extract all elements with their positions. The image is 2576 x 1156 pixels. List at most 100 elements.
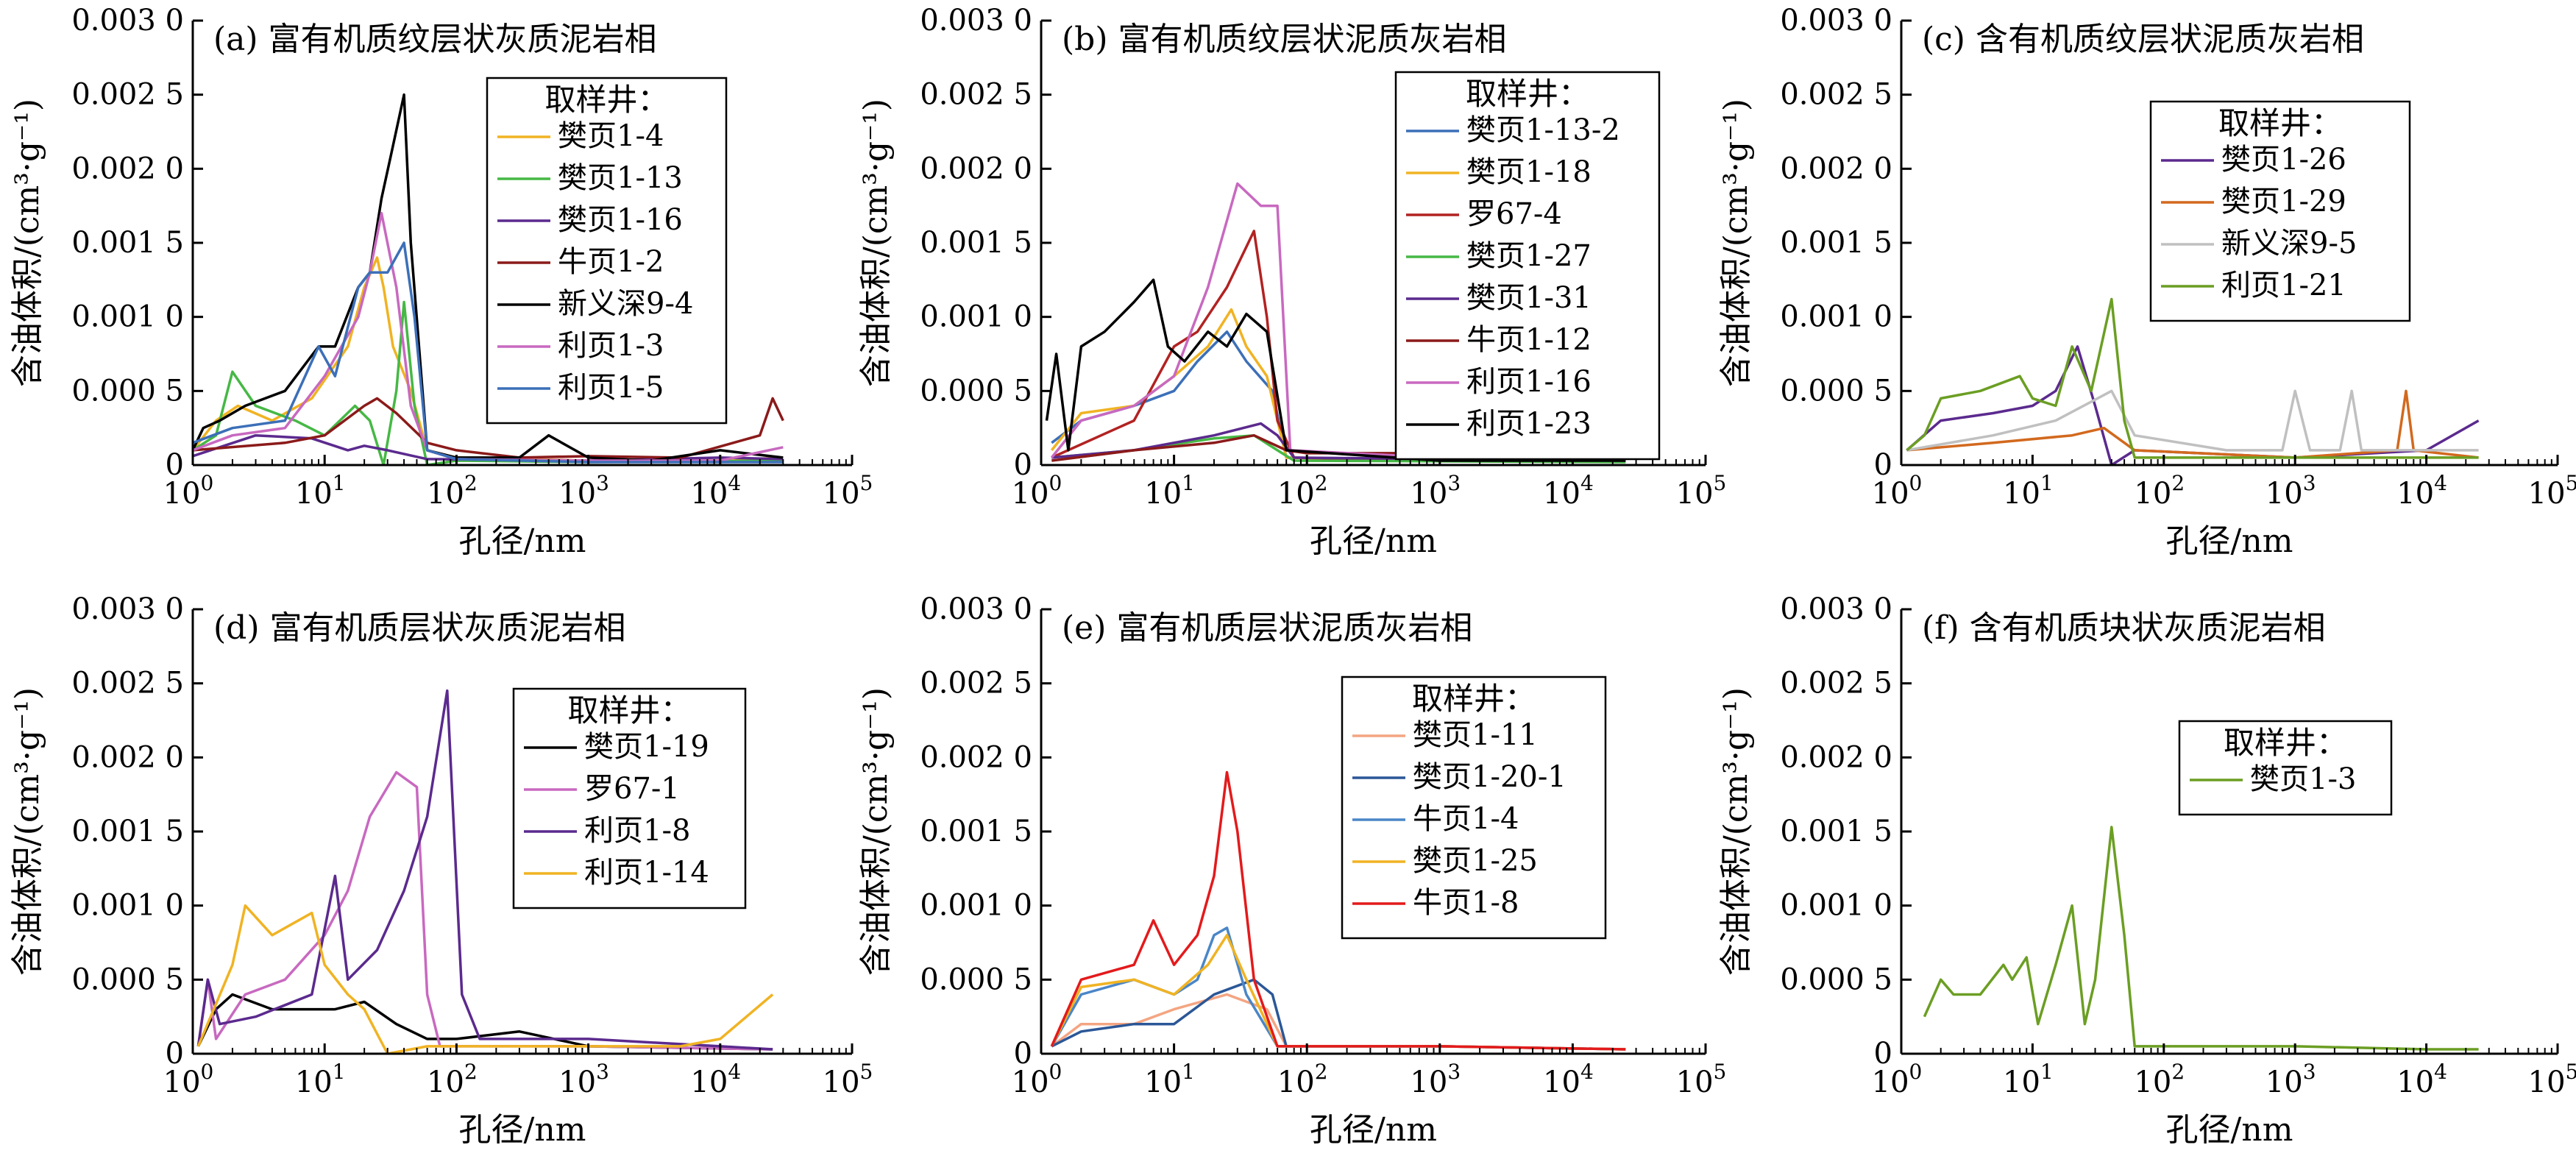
- y-tick-label: 0.000 5: [1780, 374, 1892, 408]
- legend-title: 取样井：: [1412, 681, 1536, 717]
- legend-entry: 牛页1-4: [1413, 802, 1519, 836]
- x-tick-exponent: 2: [2171, 471, 2185, 495]
- y-tick-label: 0: [1874, 1037, 1892, 1071]
- x-tick-label: 101: [2003, 1060, 2054, 1099]
- x-tick-exponent: 3: [1447, 471, 1461, 495]
- x-tick-label: 103: [558, 471, 609, 511]
- y-tick-label: 0.002 5: [71, 667, 184, 701]
- x-tick-label: 105: [1676, 471, 1727, 511]
- x-tick-base: 10: [163, 477, 201, 511]
- y-tick-label: 0.001 0: [1780, 300, 1892, 334]
- x-tick-label: 102: [1277, 471, 1328, 511]
- series-line: [1906, 389, 2479, 459]
- x-tick-label: 103: [1410, 471, 1461, 511]
- x-tick-label: 102: [427, 1060, 478, 1099]
- x-tick-base: 10: [1012, 1065, 1049, 1099]
- x-tick-exponent: 1: [1182, 471, 1195, 495]
- y-tick-label: 0.003 0: [920, 4, 1032, 38]
- x-tick-exponent: 3: [1447, 1060, 1461, 1084]
- x-tick-label: 103: [558, 1060, 609, 1099]
- x-tick-base: 10: [163, 1065, 201, 1099]
- series-line: [196, 689, 773, 1051]
- x-tick-base: 10: [1543, 477, 1580, 511]
- x-tick-label: 102: [427, 471, 478, 511]
- x-tick-exponent: 5: [2566, 471, 2576, 495]
- series-line: [1923, 826, 2479, 1051]
- y-tick-label: 0: [1014, 1037, 1032, 1071]
- y-tick-label: 0.002 0: [1780, 152, 1892, 185]
- x-tick-exponent: 4: [2434, 1060, 2447, 1084]
- panel-title: (e) 富有机质层状泥质灰岩相: [1062, 609, 1472, 647]
- legend-entry: 罗67-1: [584, 772, 680, 806]
- x-tick-exponent: 3: [596, 1060, 609, 1084]
- series-line: [196, 904, 774, 1054]
- x-tick-exponent: 2: [2171, 1060, 2185, 1084]
- x-tick-base: 10: [1543, 1065, 1580, 1099]
- y-tick-label: 0.001 0: [71, 889, 184, 923]
- x-tick-label: 104: [690, 471, 741, 511]
- x-tick-base: 10: [1676, 477, 1714, 511]
- legend-title: 取样井：: [2218, 105, 2342, 141]
- x-tick-base: 10: [1410, 477, 1447, 511]
- x-tick-label: 104: [1543, 471, 1594, 511]
- x-tick-label: 100: [163, 471, 214, 511]
- y-axis-label: 含油体积/(cm³·g⁻¹): [9, 687, 46, 976]
- y-tick-label: 0.002 5: [920, 78, 1032, 112]
- y-tick-label: 0.002 0: [71, 152, 184, 185]
- legend-entry: 樊页1-25: [1413, 844, 1538, 878]
- legend-entry: 利页1-23: [1466, 407, 1592, 441]
- legend-entry: 利页1-8: [584, 814, 690, 848]
- series-line: [1050, 934, 1626, 1051]
- series-line: [1906, 345, 2480, 465]
- legend-entry: 利页1-5: [558, 371, 664, 405]
- chart-panel-f: 0 0.000 5 0.001 0 0.001 5 0.002 0 0.002 5 0.00…: [1717, 592, 2576, 1149]
- x-tick-label: 104: [2396, 1060, 2447, 1099]
- x-tick-exponent: 1: [333, 1060, 346, 1084]
- legend-box: [1394, 71, 1661, 461]
- x-tick-label: 104: [1543, 1060, 1594, 1099]
- legend-entry: 樊页1-11: [1413, 718, 1538, 752]
- x-axis-label: 孔径/nm: [2166, 1111, 2293, 1149]
- panel-title: (a) 富有机质纹层状灰质泥岩相: [213, 21, 657, 58]
- legend-entry: 樊页1-19: [584, 730, 709, 764]
- series-line: [193, 397, 784, 459]
- x-tick-base: 10: [1410, 1065, 1447, 1099]
- series-line: [196, 993, 773, 1051]
- x-tick-exponent: 3: [2303, 1060, 2316, 1084]
- panel-title: (d) 富有机质层状灰质泥岩相: [213, 609, 625, 647]
- y-tick-label: 0.001 0: [920, 889, 1032, 923]
- series-line: [1050, 926, 1626, 1051]
- y-tick-label: 0.000 5: [920, 374, 1032, 408]
- y-tick-label: 0.002 5: [1780, 667, 1892, 701]
- y-tick-label: 0.002 0: [920, 152, 1032, 185]
- y-tick-label: 0.001 5: [1780, 226, 1892, 260]
- x-tick-base: 10: [690, 477, 728, 511]
- y-tick-label: 0.003 0: [920, 592, 1032, 626]
- x-tick-base: 10: [2134, 477, 2171, 511]
- y-tick-label: 0: [1874, 448, 1892, 482]
- x-tick-base: 10: [2265, 1065, 2303, 1099]
- x-tick-base: 10: [2396, 477, 2434, 511]
- x-tick-exponent: 0: [1909, 471, 1923, 495]
- x-tick-base: 10: [690, 1065, 728, 1099]
- y-tick-label: 0.002 0: [920, 740, 1032, 774]
- x-axis-label: 孔径/nm: [459, 1111, 586, 1149]
- legend-entry: 樊页1-29: [2221, 185, 2346, 219]
- x-axis-label: 孔径/nm: [1310, 1111, 1437, 1149]
- series-line: [193, 93, 784, 462]
- legend-entry: 樊页1-16: [558, 203, 683, 237]
- x-tick-exponent: 2: [1315, 471, 1328, 495]
- x-tick-label: 100: [1012, 471, 1062, 511]
- y-tick-label: 0.000 5: [71, 374, 184, 408]
- series-line: [1051, 993, 1626, 1051]
- legend-title: 取样井：: [544, 82, 668, 118]
- x-tick-base: 10: [2134, 1065, 2171, 1099]
- panel-title: (f) 含有机质块状灰质泥岩相: [1922, 609, 2326, 647]
- y-axis-label: 含油体积/(cm³·g⁻¹): [1717, 687, 1755, 976]
- chart-panel-c: 0 0.000 5 0.001 0 0.001 5 0.002 0 0.002 5 0.00…: [1717, 4, 2576, 560]
- y-tick-label: 0.003 0: [71, 4, 184, 38]
- legend-entry: 利页1-16: [1466, 365, 1592, 399]
- y-tick-label: 0: [166, 1037, 184, 1071]
- chart-panel-e: 0 0.000 5 0.001 0 0.001 5 0.002 0 0.002 5 0.00…: [857, 592, 1726, 1149]
- x-tick-label: 100: [1012, 1060, 1062, 1099]
